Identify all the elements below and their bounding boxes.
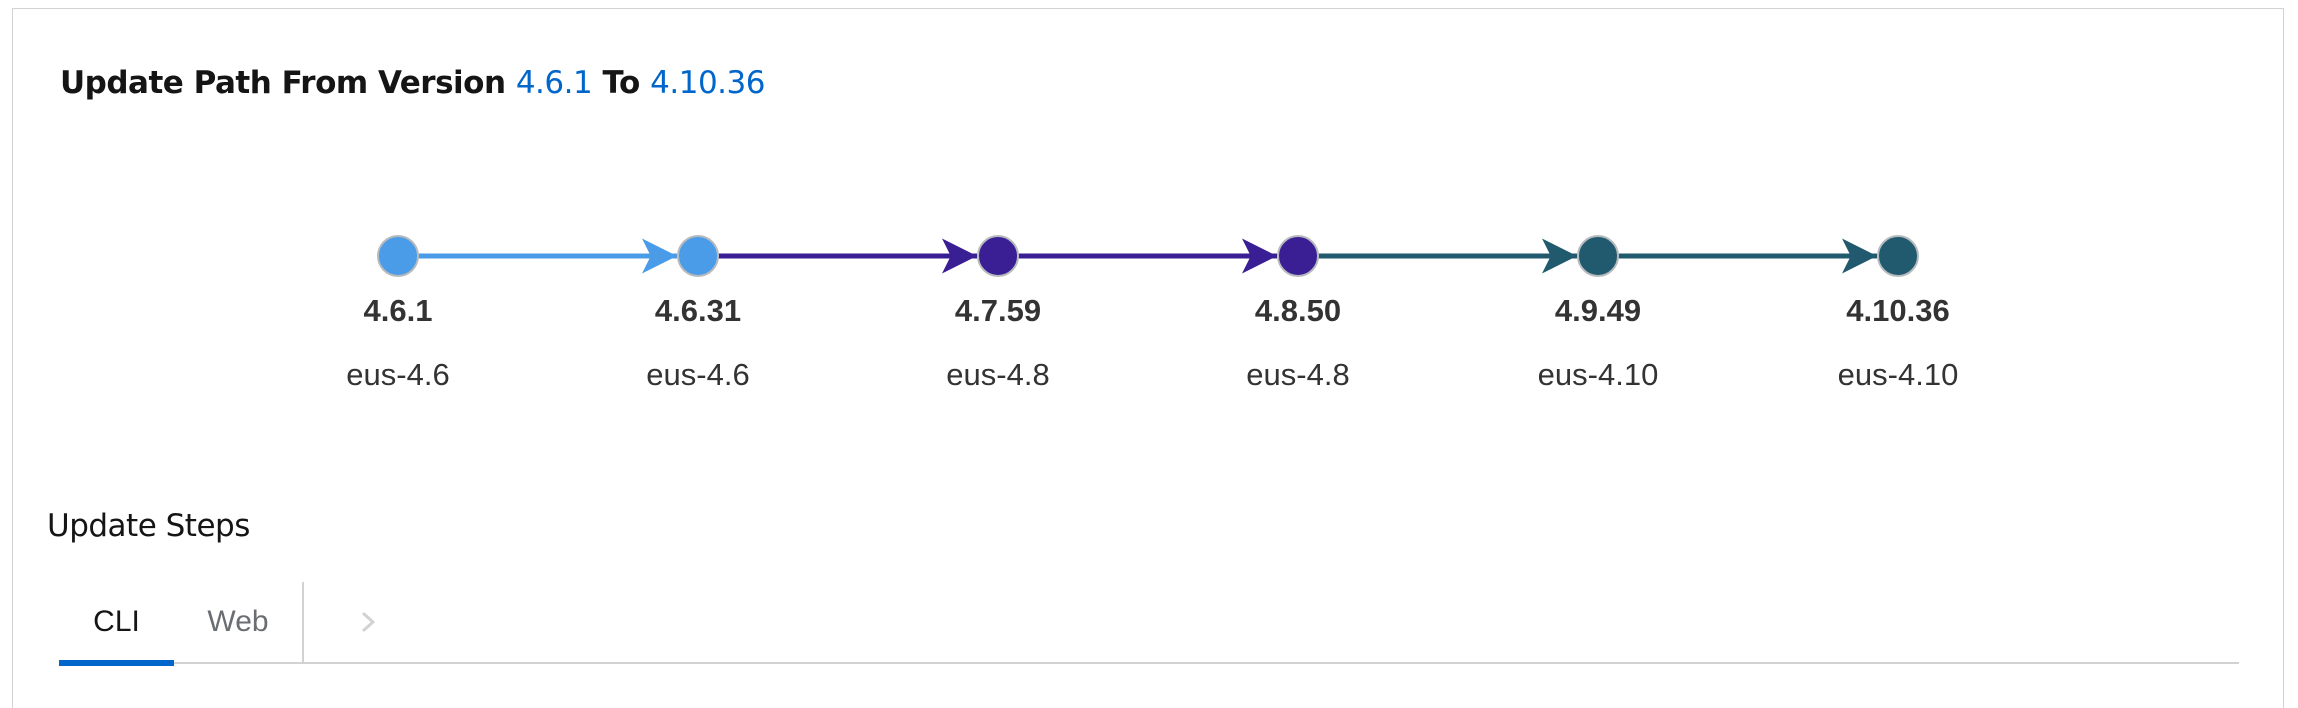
to-version-link[interactable]: 4.10.36: [650, 65, 765, 101]
node-channel-label: eus-4.10: [1537, 357, 1659, 392]
version-node[interactable]: [977, 235, 1019, 277]
version-node[interactable]: [1877, 235, 1919, 277]
node-version-label: 4.9.49: [1554, 293, 1642, 328]
node-channel-label: eus-4.10: [1837, 357, 1959, 392]
tab-divider: [302, 582, 304, 662]
node-channel-label: eus-4.6: [646, 357, 750, 392]
node-version-label: 4.6.1: [363, 293, 433, 328]
tab-web[interactable]: Web: [207, 605, 269, 638]
version-node[interactable]: [1277, 235, 1319, 277]
title-prefix: Update Path From Version: [60, 65, 506, 101]
tab-cli[interactable]: CLI: [59, 582, 174, 666]
update-path-panel: Update Path From Version 4.6.1 To 4.10.3…: [12, 8, 2284, 708]
update-path-graph: 4.6.1 eus-4.6 4.6.31 eus-4.6 4.7.59 eus-4.8 4.…: [346, 235, 1959, 392]
update-steps-title: Update Steps: [47, 508, 250, 544]
node-channel-label: eus-4.8: [1246, 357, 1350, 392]
update-path-svg: [377, 235, 1919, 277]
from-version-link[interactable]: 4.6.1: [515, 65, 593, 101]
update-steps-tabs: CLI Web: [59, 582, 2239, 666]
version-node[interactable]: [377, 235, 419, 277]
title-to-label: To: [602, 65, 641, 101]
node-channel-label: eus-4.8: [946, 357, 1050, 392]
node-version-label: 4.7.59: [954, 293, 1042, 328]
page-title: Update Path From Version 4.6.1 To 4.10.3…: [60, 65, 765, 101]
version-node[interactable]: [1577, 235, 1619, 277]
version-node[interactable]: [677, 235, 719, 277]
chevron-right-icon[interactable]: [349, 602, 389, 642]
node-version-label: 4.6.31: [654, 293, 742, 328]
node-channel-label: eus-4.6: [346, 357, 450, 392]
node-version-label: 4.10.36: [1846, 293, 1950, 328]
node-version-label: 4.8.50: [1254, 293, 1342, 328]
